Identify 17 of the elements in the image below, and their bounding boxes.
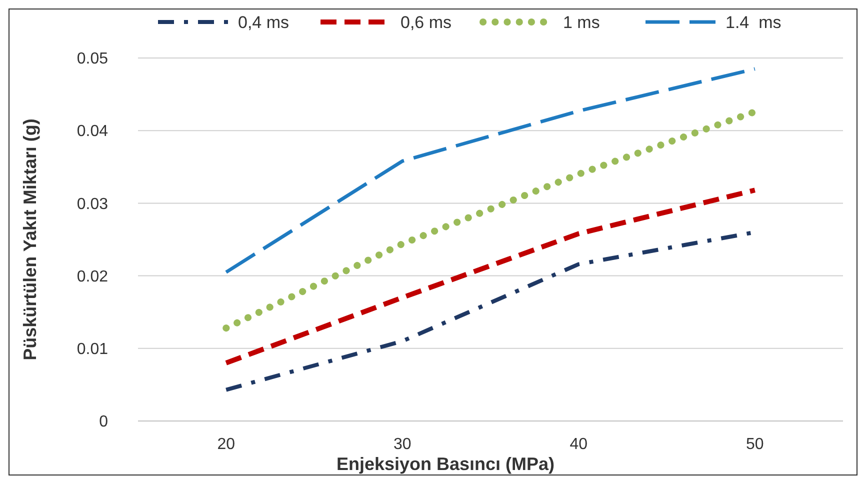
x-tick-label: 30 <box>393 436 412 453</box>
y-axis-title: Püskürtülen Yakıt Miktarı (g) <box>20 118 40 360</box>
x-tick-label: 20 <box>217 436 236 453</box>
y-tick-label: 0.01 <box>76 341 108 358</box>
x-tick-label: 40 <box>570 436 588 453</box>
legend-label: 1.4 ms <box>726 12 782 32</box>
legend-label: 0,4 ms <box>238 12 290 32</box>
y-tick-label: 0.02 <box>76 268 108 286</box>
line-series <box>224 67 757 274</box>
x-axis-title: Enjeksiyon Basıncı (MPa) <box>336 454 555 474</box>
y-tick-label: 0.03 <box>76 196 108 213</box>
x-tick-label: 50 <box>746 436 764 453</box>
y-tick-label: 0.05 <box>76 50 108 68</box>
legend-label: 0,6 ms <box>400 12 452 32</box>
legend-label: 1 ms <box>563 12 600 32</box>
y-tick-label: 0 <box>99 414 108 431</box>
y-tick-label: 0.04 <box>76 123 108 140</box>
